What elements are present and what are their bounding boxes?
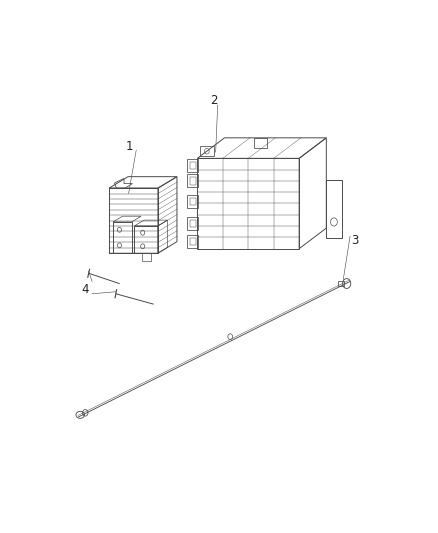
Text: 2: 2 bbox=[211, 94, 218, 107]
Text: 3: 3 bbox=[351, 234, 359, 247]
Text: 4: 4 bbox=[81, 283, 89, 296]
Text: 1: 1 bbox=[126, 140, 133, 152]
